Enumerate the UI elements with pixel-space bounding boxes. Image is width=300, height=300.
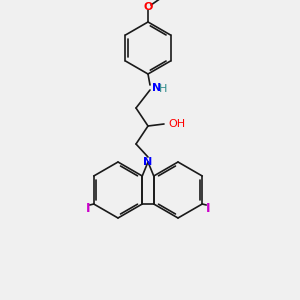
Text: O: O — [143, 2, 153, 12]
Text: H: H — [159, 84, 167, 94]
Text: I: I — [206, 202, 211, 214]
Text: OH: OH — [168, 119, 185, 129]
Text: N: N — [143, 157, 153, 167]
Text: N: N — [152, 83, 161, 93]
Text: I: I — [85, 202, 90, 214]
